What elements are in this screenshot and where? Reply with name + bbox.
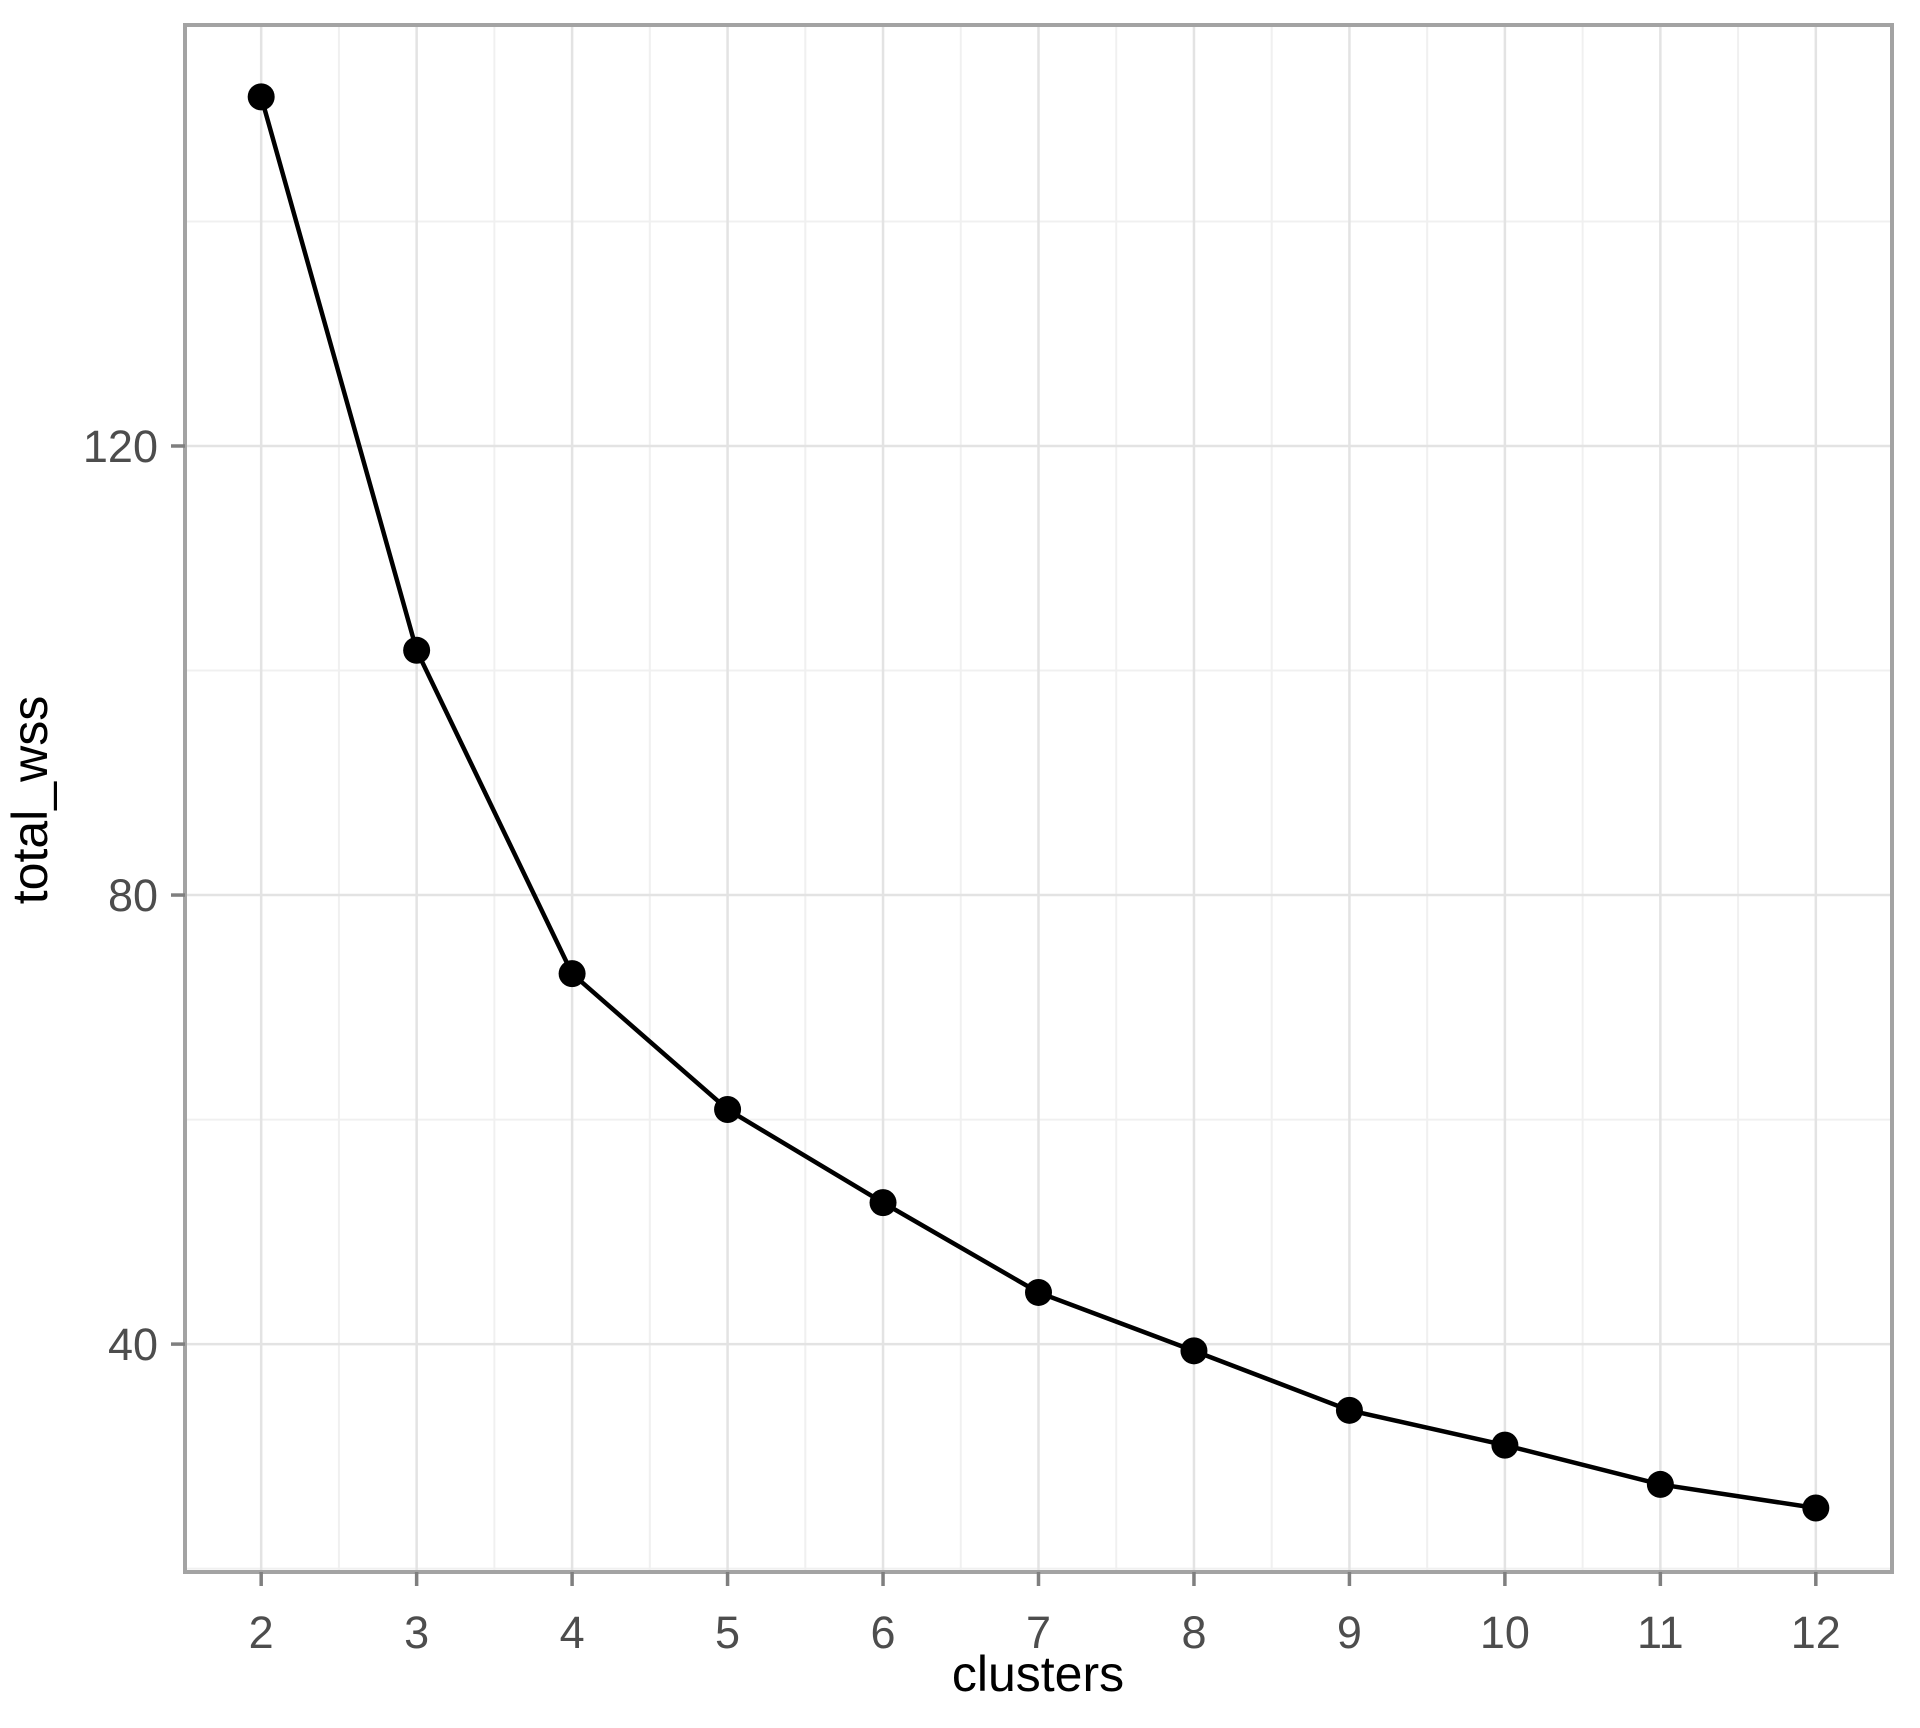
data-point bbox=[1180, 1337, 1208, 1365]
x-tick-label: 10 bbox=[1480, 1607, 1530, 1658]
data-point bbox=[1025, 1278, 1052, 1306]
x-tick-label: 5 bbox=[715, 1607, 740, 1658]
x-tick-label: 2 bbox=[249, 1607, 274, 1658]
y-tick-label: 120 bbox=[83, 421, 158, 472]
series-points bbox=[247, 83, 1830, 1522]
y-axis-title: total_wss bbox=[2, 696, 58, 904]
x-tick-label: 3 bbox=[404, 1607, 429, 1658]
data-point bbox=[869, 1189, 897, 1217]
x-tick-label: 7 bbox=[1026, 1607, 1051, 1658]
x-tick-label: 9 bbox=[1337, 1607, 1362, 1658]
data-point bbox=[403, 636, 431, 664]
y-tick-label: 80 bbox=[108, 870, 158, 921]
x-axis-title: clusters bbox=[952, 1646, 1124, 1702]
axis-ticks bbox=[171, 444, 1818, 1586]
tick-labels: 2 3 4 5 6 7 8 9 10 11 12 40 80 120 bbox=[83, 421, 1841, 1658]
data-point bbox=[1335, 1396, 1363, 1424]
x-tick-label: 4 bbox=[560, 1607, 585, 1658]
data-point bbox=[1646, 1470, 1674, 1498]
data-point bbox=[558, 960, 586, 988]
data-point bbox=[714, 1095, 742, 1123]
plot-panel: 2 3 4 5 6 7 8 9 10 11 12 40 80 120 bbox=[83, 23, 1894, 1658]
x-tick-label: 6 bbox=[871, 1607, 896, 1658]
x-tick-label: 12 bbox=[1791, 1607, 1841, 1658]
x-tick-label: 8 bbox=[1181, 1607, 1206, 1658]
data-point bbox=[1491, 1431, 1519, 1459]
data-point bbox=[1802, 1494, 1830, 1522]
y-tick-label: 40 bbox=[108, 1319, 158, 1370]
grid-major bbox=[185, 25, 1892, 1572]
x-tick-label: 11 bbox=[1637, 1607, 1684, 1658]
data-point bbox=[247, 83, 275, 111]
